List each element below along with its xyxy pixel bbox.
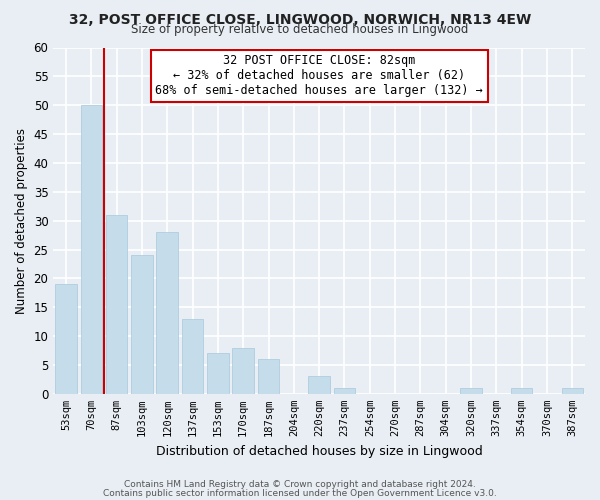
Bar	[106, 215, 127, 394]
Text: 32 POST OFFICE CLOSE: 82sqm
← 32% of detached houses are smaller (62)
68% of sem: 32 POST OFFICE CLOSE: 82sqm ← 32% of det…	[155, 54, 483, 98]
Bar	[308, 376, 330, 394]
Bar	[232, 348, 254, 394]
Text: 32, POST OFFICE CLOSE, LINGWOOD, NORWICH, NR13 4EW: 32, POST OFFICE CLOSE, LINGWOOD, NORWICH…	[69, 12, 531, 26]
Y-axis label: Number of detached properties: Number of detached properties	[15, 128, 28, 314]
Bar	[182, 319, 203, 394]
Text: Size of property relative to detached houses in Lingwood: Size of property relative to detached ho…	[131, 22, 469, 36]
Bar	[157, 232, 178, 394]
Bar	[207, 354, 229, 394]
Bar	[334, 388, 355, 394]
Text: Contains HM Land Registry data © Crown copyright and database right 2024.: Contains HM Land Registry data © Crown c…	[124, 480, 476, 489]
Bar	[55, 284, 77, 394]
X-axis label: Distribution of detached houses by size in Lingwood: Distribution of detached houses by size …	[156, 444, 482, 458]
Bar	[460, 388, 482, 394]
Bar	[562, 388, 583, 394]
Bar	[131, 256, 152, 394]
Bar	[80, 105, 102, 394]
Bar	[511, 388, 532, 394]
Text: Contains public sector information licensed under the Open Government Licence v3: Contains public sector information licen…	[103, 488, 497, 498]
Bar	[258, 359, 279, 394]
